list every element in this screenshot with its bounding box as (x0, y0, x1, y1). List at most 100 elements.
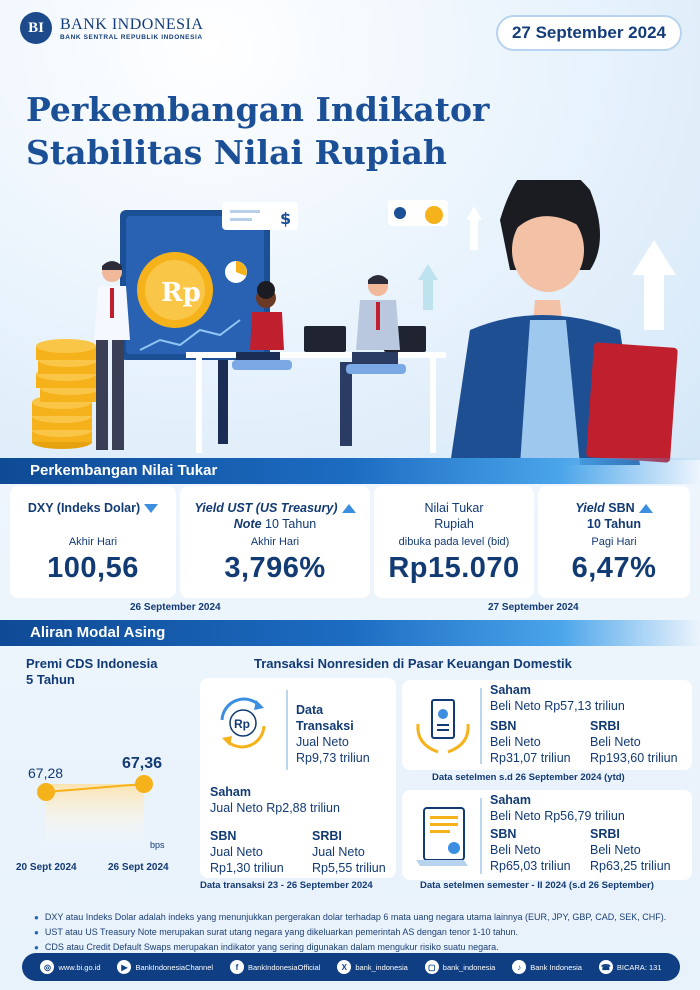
svg-text:Rp: Rp (234, 717, 250, 731)
cds-point-1 (37, 783, 55, 801)
ytd-srbi-line-2: Rp193,60 triliun (590, 751, 678, 765)
ytd-srbi: SRBI Beli Neto Rp193,60 triliun (590, 718, 678, 766)
title-line-1: Perkembangan Indikator (26, 90, 490, 129)
man-standing-figure (94, 261, 130, 450)
footer-link-instagram[interactable]: ▢ bank_indonesia (424, 960, 496, 974)
semester-saham: Saham Beli Neto Rp56,79 triliun (490, 792, 625, 824)
ytd-srbi-label: SRBI (590, 719, 620, 733)
transaction-srbi-label: SRBI (312, 829, 342, 843)
ust-label-2: Note (233, 517, 262, 531)
footer-text: bank_indonesia (442, 962, 496, 972)
footer-text: BankIndonesiaOfficial (247, 962, 321, 972)
coin-stack-icon (32, 339, 100, 449)
divider (480, 688, 482, 764)
divider (480, 798, 482, 874)
transaction-line-2: Rp9,73 triliun (296, 751, 370, 765)
cds-category-2: 26 Sept 2024 (108, 862, 169, 873)
woman-seated-figure (218, 281, 292, 444)
divider (286, 690, 288, 770)
footer-text: BICARA: 131 (616, 962, 662, 972)
x-icon: X (337, 960, 352, 974)
rupiah-cycle-icon: Rp (220, 697, 266, 749)
man-seated-figure (340, 275, 406, 446)
capital-heading: Aliran Modal Asing (30, 624, 166, 641)
semester-srbi-line-2: Rp63,25 triliun (590, 859, 671, 873)
ytd-saham: Saham Beli Neto Rp57,13 triliun (490, 682, 625, 714)
semester-footnote: Data setelmen semester - II 2024 (s.d 26… (420, 880, 654, 891)
cds-title-2: 5 Tahun (26, 672, 75, 687)
rupiah-value: Rp15.070 (388, 552, 520, 584)
ytd-saham-value: Beli Neto Rp57,13 triliun (490, 699, 625, 713)
footer-link-youtube[interactable]: ▶ BankIndonesiaChannel (117, 960, 213, 974)
transaction-summary: Data Transaksi Jual Neto Rp9,73 triliun (296, 702, 370, 766)
award-badge-icon (416, 699, 470, 754)
dxy-card: DXY (Indeks Dolar) Akhir Hari 100,56 (10, 486, 176, 598)
brand-name: BANK INDONESIA (60, 15, 204, 33)
laptop-icon (304, 326, 346, 352)
ytd-srbi-line-1: Beli Neto (590, 735, 641, 749)
footer-link-bicara[interactable]: ☎ BICARA: 131 (598, 960, 662, 974)
arrow-down-icon (144, 504, 159, 514)
ust-label-rest: 10 Tahun (261, 517, 317, 531)
note-cds: CDS atau Credit Default Swaps merupakan … (34, 940, 666, 955)
dxy-sub: Akhir Hari (68, 536, 118, 548)
desk (186, 352, 446, 358)
sbn-label: Yield (575, 501, 605, 515)
ytd-sbn: SBN Beli Neto Rp31,07 triliun (490, 718, 571, 766)
rupiah-label: Nilai Tukar (424, 501, 484, 515)
transaction-sbn-label: SBN (210, 829, 237, 843)
date-badge: 27 September 2024 (495, 15, 682, 51)
sbn-label-2: 10 Tahun (587, 517, 641, 531)
ust-label: Yield UST (US Treasury) (194, 501, 338, 515)
svg-text:$: $ (280, 209, 291, 228)
transaction-srbi: SRBI Jual Neto Rp5,55 triliun (312, 828, 386, 876)
semester-srbi-label: SRBI (590, 827, 620, 841)
ytd-sbn-label: SBN (490, 719, 517, 733)
document-scroll-icon (416, 807, 468, 866)
ust-sub: Akhir Hari (250, 536, 300, 548)
semester-srbi: SRBI Beli Neto Rp63,25 triliun (590, 826, 671, 874)
cds-unit: bps (150, 840, 165, 850)
rupiah-card: Nilai Tukar Rupiah dibuka pada level (bi… (374, 486, 534, 598)
footer-text: bank_indonesia (355, 962, 408, 972)
rupiah-sub: dibuka pada level (bid) (398, 536, 510, 548)
cds-value-label-2: 67,36 (122, 755, 162, 772)
semester-sbn-label: SBN (490, 827, 517, 841)
red-folder (586, 342, 678, 463)
exchange-section-band: Perkembangan Nilai Tukar (0, 458, 700, 484)
dxy-value: 100,56 (47, 552, 139, 584)
office-illustration: Rp $ (32, 180, 678, 465)
footer-link-facebook[interactable]: f BankIndonesiaOfficial (229, 960, 321, 974)
transaction-saham: Saham Jual Neto Rp2,88 triliun (210, 784, 340, 816)
ytd-sbn-line-1: Beli Neto (490, 735, 541, 749)
social-footer: ◎ www.bi.go.id ▶ BankIndonesiaChannel f Ban… (22, 953, 680, 981)
footer-text: www.bi.go.id (58, 962, 101, 972)
businesswoman-figure (450, 180, 678, 465)
footer-text: BankIndonesiaChannel (135, 962, 214, 972)
exchange-date-right: 27 September 2024 (488, 602, 579, 613)
svg-text:Rp: Rp (161, 278, 201, 308)
transaction-title-2: Transaksi (296, 719, 354, 733)
nonres-title: Transaksi Nonresiden di Pasar Keuangan D… (254, 656, 572, 671)
semester-sbn-line-1: Beli Neto (490, 843, 541, 857)
transaction-srbi-line-1: Jual Neto (312, 845, 365, 859)
transaction-sbn-line-2: Rp1,30 triliun (210, 861, 284, 875)
footer-link-tiktok[interactable]: ♪ Bank Indonesia (512, 960, 582, 974)
arrow-up-icon (418, 264, 438, 310)
bank-indonesia-logo[interactable]: BI BANK INDONESIA BANK SENTRAL REPUBLIK … (20, 12, 203, 44)
arrow-up-icon (466, 206, 482, 250)
semester-sbn: SBN Beli Neto Rp65,03 triliun (490, 826, 571, 874)
title-line-2: Stabilitas Nilai Rupiah (26, 133, 447, 172)
footer-link-website[interactable]: ◎ www.bi.go.id (40, 960, 101, 974)
sbn-sub: Pagi Hari (591, 536, 637, 548)
ust-card: Yield UST (US Treasury) Note 10 Tahun Ak… (180, 486, 370, 598)
page-title: Perkembangan Indikator Stabilitas Nilai … (26, 88, 489, 174)
bicara-icon: ☎ (598, 960, 613, 974)
footer-text: Bank Indonesia (530, 962, 582, 972)
cds-point-2 (135, 775, 153, 793)
ytd-saham-label: Saham (490, 683, 531, 697)
cds-category-1: 20 Sept 2024 (16, 862, 77, 873)
transaction-sbn: SBN Jual Neto Rp1,30 triliun (210, 828, 284, 876)
footnotes: DXY atau Indeks Dolar adalah indeks yang… (34, 910, 666, 955)
